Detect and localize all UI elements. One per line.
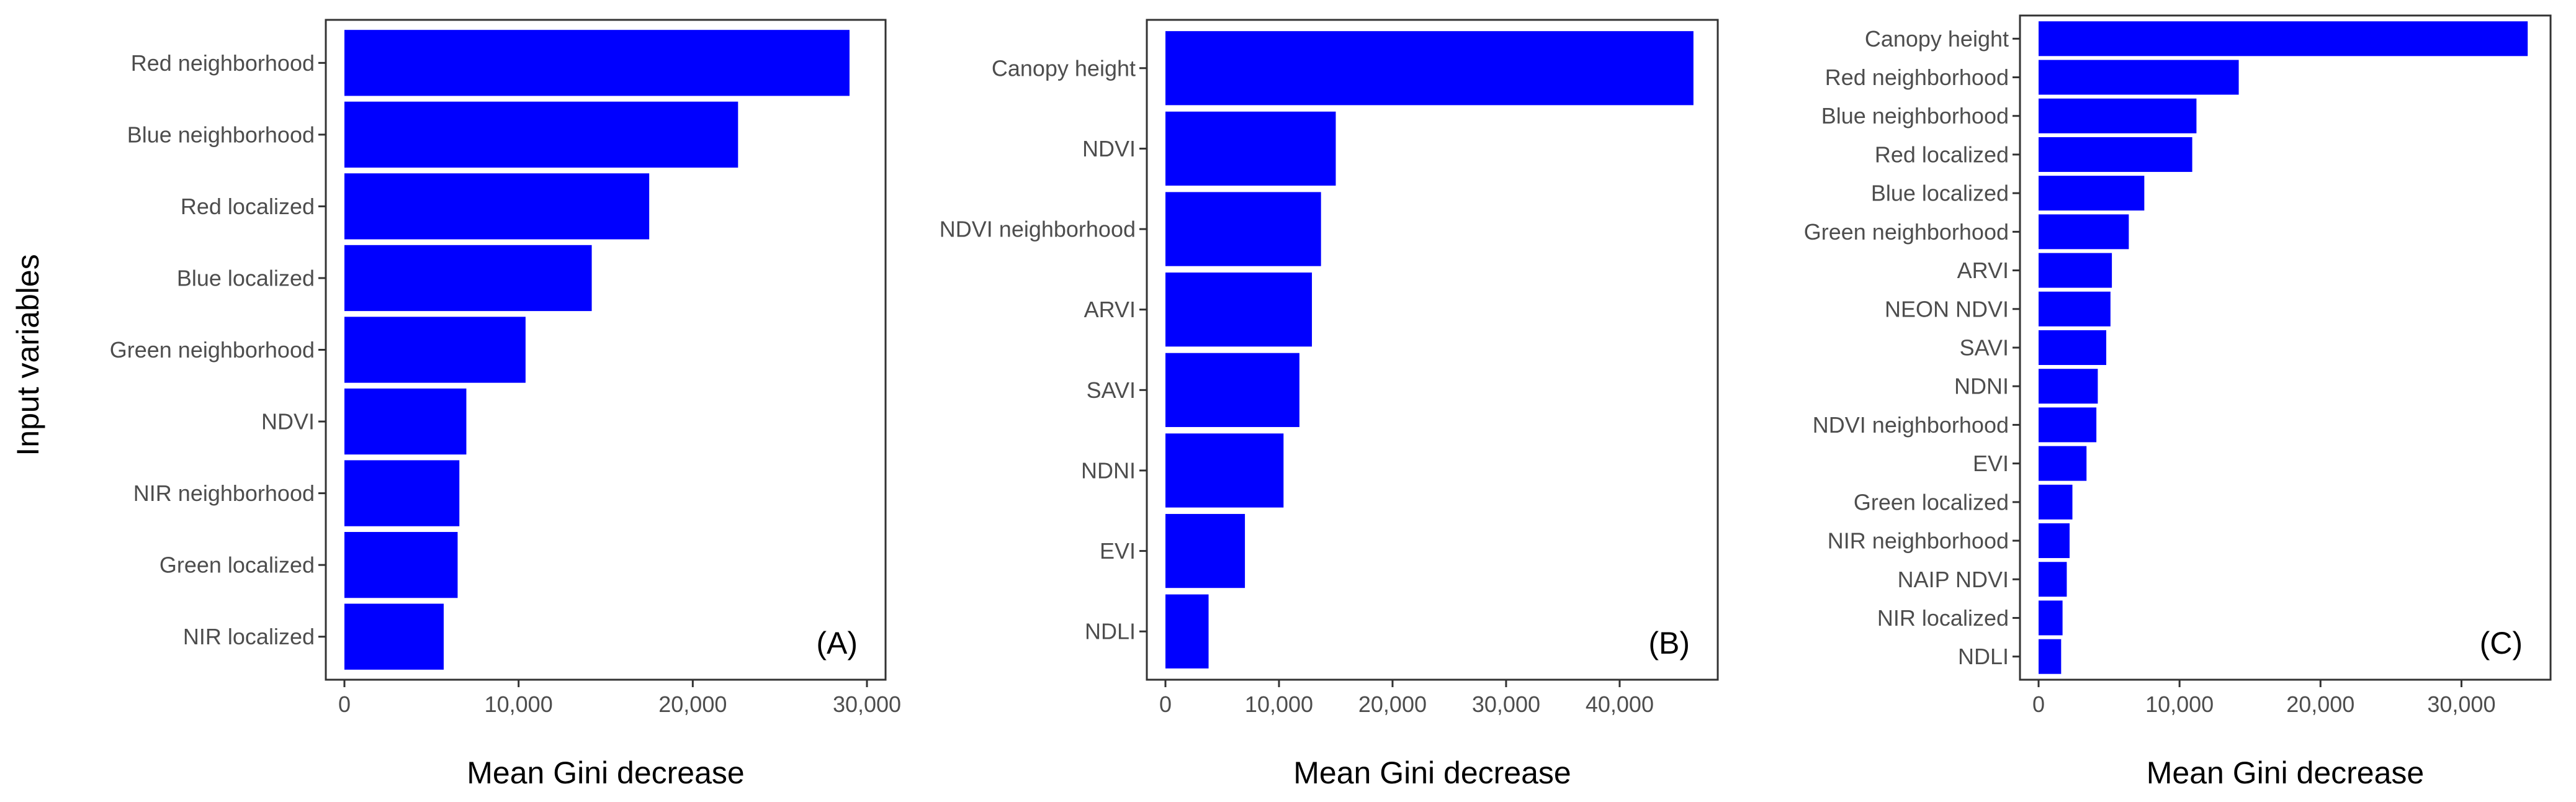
bar <box>2039 60 2239 95</box>
bar <box>2039 98 2197 133</box>
bar <box>2039 176 2145 211</box>
x-tick-label: 0 <box>2032 692 2045 717</box>
x-tick-label: 10,000 <box>485 692 553 717</box>
category-label: Blue neighborhood <box>127 122 315 147</box>
bar <box>1165 111 1336 186</box>
category-label: EVI <box>1100 538 1136 564</box>
category-label: ARVI <box>1957 258 2009 283</box>
bar <box>1165 192 1321 266</box>
panel-frame <box>1146 19 1719 681</box>
panel-label: (B) <box>1648 626 1690 660</box>
x-tick-label: 20,000 <box>2286 692 2354 717</box>
bar <box>2039 446 2087 481</box>
category-label: NDVI <box>1082 136 1136 161</box>
category-label: NIR localized <box>183 624 315 649</box>
category-label: NDNI <box>1954 374 2009 399</box>
x-tick-label: 0 <box>338 692 351 717</box>
panels: Red neighborhood Blue neighborhood Red loc… <box>110 14 2552 790</box>
category-label: NAIP NDVI <box>1898 567 2009 592</box>
bar <box>1165 594 1209 669</box>
x-tick-label: 20,000 <box>1358 692 1427 717</box>
bar <box>2039 253 2112 288</box>
y-axis-title: Input variables <box>11 254 45 456</box>
x-tick-label: 40,000 <box>1586 692 1654 717</box>
category-label: Red neighborhood <box>131 50 315 76</box>
category-label: Blue neighborhood <box>1821 103 2009 128</box>
bar <box>344 603 444 670</box>
bar <box>2039 562 2067 597</box>
bar <box>2039 291 2111 327</box>
bar <box>1165 353 1299 427</box>
category-label: Blue localized <box>1871 181 2009 206</box>
bar <box>2039 369 2098 404</box>
category-label: NIR neighborhood <box>133 480 315 506</box>
bar <box>2039 330 2107 365</box>
x-tick-label: 10,000 <box>2145 692 2214 717</box>
bar <box>344 531 458 598</box>
x-axis-title: Mean Gini decrease <box>467 755 744 790</box>
x-tick-label: 30,000 <box>1472 692 1540 717</box>
category-label: NDVI neighborhood <box>1813 412 2009 438</box>
bar <box>1165 513 1245 588</box>
category-label: NDLI <box>1085 619 1136 644</box>
bar <box>1165 433 1284 508</box>
category-label: NEON NDVI <box>1885 296 2009 322</box>
bar <box>344 460 460 526</box>
bar <box>2039 137 2192 172</box>
category-label: Canopy height <box>992 55 1136 81</box>
chart-panel: Canopy height NDVI NDVI neighborhood ARVI SA… <box>940 19 1719 790</box>
category-label: NIR localized <box>1877 605 2009 631</box>
category-label: NDVI neighborhood <box>940 217 1136 242</box>
bar <box>2039 600 2063 636</box>
bar <box>2039 214 2129 250</box>
category-label: NDLI <box>1958 644 2009 669</box>
category-label: ARVI <box>1084 297 1136 322</box>
x-tick-label: 10,000 <box>1245 692 1313 717</box>
category-label: NIR neighborhood <box>1828 528 2009 554</box>
category-label: Green neighborhood <box>110 337 315 363</box>
bar <box>2039 523 2070 559</box>
x-tick-label: 20,000 <box>658 692 727 717</box>
category-label: Green localized <box>1854 489 2009 515</box>
category-label: Green localized <box>159 552 315 578</box>
category-label: Green neighborhood <box>1804 219 2009 245</box>
category-label: Red localized <box>181 194 315 219</box>
bar <box>1165 31 1694 106</box>
bar <box>344 317 526 383</box>
bar <box>344 173 650 240</box>
panel-label: (C) <box>2480 626 2523 660</box>
category-label: NDNI <box>1081 457 1136 483</box>
category-label: Red neighborhood <box>1825 65 2009 90</box>
bar <box>344 30 850 96</box>
category-label: Canopy height <box>1865 26 2009 52</box>
category-label: Red localized <box>1875 142 2009 167</box>
category-label: SAVI <box>1960 335 2009 361</box>
category-label: SAVI <box>1087 377 1136 403</box>
bar <box>1165 273 1313 347</box>
category-label: Blue localized <box>177 265 315 291</box>
bar <box>344 245 592 312</box>
bar <box>2039 484 2073 520</box>
x-tick-label: 0 <box>1159 692 1172 717</box>
bar <box>344 101 738 168</box>
bar <box>2039 407 2097 443</box>
x-axis-title: Mean Gini decrease <box>1293 755 1571 790</box>
chart-panel: Canopy height Red neighborhood Blue neighb… <box>1804 14 2552 790</box>
x-tick-label: 30,000 <box>2427 692 2495 717</box>
bar <box>2039 21 2528 56</box>
bar <box>344 388 467 455</box>
x-tick-label: 30,000 <box>833 692 901 717</box>
category-label: NDVI <box>261 409 315 435</box>
category-label: EVI <box>1973 451 2009 476</box>
chart-panel: Red neighborhood Blue neighborhood Red loc… <box>110 19 901 790</box>
bar <box>2039 639 2062 674</box>
x-axis-title: Mean Gini decrease <box>2147 755 2424 790</box>
panel-label: (A) <box>816 626 858 660</box>
